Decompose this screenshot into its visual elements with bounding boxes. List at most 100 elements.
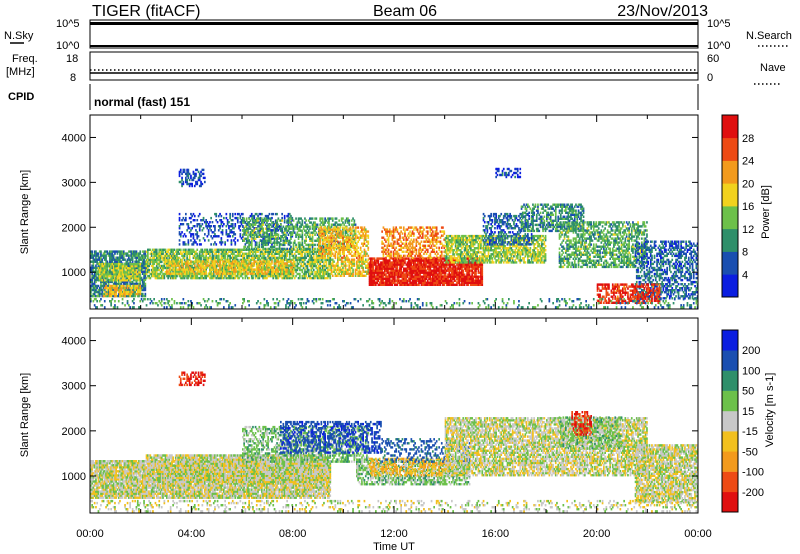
- power-cell: [223, 217, 225, 219]
- power-cell: [105, 257, 107, 259]
- power-cell: [294, 240, 296, 242]
- power-cell: [208, 260, 210, 262]
- power-cell: [352, 269, 354, 271]
- power-cell: [261, 213, 263, 215]
- power-cell: [194, 260, 196, 262]
- power-cell: [229, 235, 231, 237]
- power-cell: [232, 219, 234, 221]
- power-cell: [332, 275, 334, 277]
- power-cell: [284, 215, 286, 217]
- power-cell: [303, 265, 305, 267]
- power-cell: [137, 295, 139, 297]
- power-cell: [210, 243, 212, 245]
- power-cell: [357, 247, 359, 249]
- power-cell: [314, 244, 316, 246]
- power-cell: [147, 255, 149, 257]
- power-cell: [286, 255, 288, 257]
- power-cell: [145, 283, 147, 285]
- freq-unit-label: [MHz]: [6, 66, 35, 78]
- power-cell: [145, 285, 147, 287]
- power-cell: [355, 224, 357, 226]
- power-cell: [346, 226, 348, 228]
- power-cell: [252, 275, 254, 277]
- power-cell: [338, 219, 340, 221]
- power-cell: [362, 267, 364, 269]
- power-cell: [295, 275, 297, 277]
- nsky-strip: 10^5 10^0 10^5 10^0 N.Sky N.Search: [4, 18, 792, 52]
- power-cell: [190, 260, 192, 262]
- power-cell: [269, 213, 271, 215]
- nsearch-label: N.Search: [746, 30, 792, 42]
- power-cell: [185, 217, 187, 219]
- power-cell: [179, 219, 181, 221]
- power-cell: [209, 221, 211, 223]
- power-cell: [194, 219, 196, 221]
- cpid-strip: CPID normal (fast) 151: [8, 84, 698, 110]
- power-cell: [237, 239, 239, 241]
- power-cell: [336, 217, 338, 219]
- power-cell: [302, 234, 304, 236]
- power-cell: [139, 285, 141, 287]
- power-cell: [332, 217, 334, 219]
- power-cell: [280, 224, 282, 226]
- power-cell: [288, 270, 290, 272]
- power-cell: [314, 248, 316, 250]
- power-cell: [331, 255, 333, 257]
- power-cell: [221, 268, 223, 270]
- power-cell: [352, 235, 354, 237]
- power-cell: [224, 255, 226, 257]
- power-cell: [179, 213, 181, 215]
- power-cell: [248, 240, 250, 242]
- power-cell: [361, 251, 363, 253]
- power-cell: [336, 221, 338, 223]
- power-cell: [312, 217, 314, 219]
- power-cell: [145, 295, 147, 297]
- power-cell: [196, 219, 198, 221]
- power-cell: [215, 213, 217, 215]
- power-cell: [281, 219, 283, 221]
- power-cell: [262, 228, 264, 230]
- power-cell: [354, 219, 356, 221]
- power-cell: [342, 232, 344, 234]
- power-cell: [265, 268, 267, 270]
- power-cell: [285, 226, 287, 228]
- cpid-label: CPID: [8, 91, 34, 103]
- power-cell: [203, 227, 205, 229]
- power-cell: [270, 217, 272, 219]
- power-cell: [139, 250, 141, 252]
- power-cell: [276, 244, 278, 246]
- power-cell: [190, 221, 192, 223]
- power-cell: [243, 255, 245, 257]
- power-cell: [351, 251, 353, 253]
- nsky-tick-bottom: 10^0: [56, 40, 80, 52]
- power-cell: [317, 224, 319, 226]
- power-cell: [139, 263, 141, 265]
- power-cell: [362, 245, 364, 247]
- power-cell: [310, 221, 312, 223]
- power-cell: [271, 226, 273, 228]
- power-cell: [360, 247, 362, 249]
- power-cell: [284, 244, 286, 246]
- power-cell: [128, 271, 130, 273]
- power-cell: [142, 293, 144, 295]
- power-cell: [313, 255, 315, 257]
- power-cell: [246, 260, 248, 262]
- power-cell: [290, 221, 292, 223]
- nsearch-tick-top: 10^5: [707, 18, 731, 30]
- power-cell: [328, 224, 330, 226]
- power-cell: [214, 229, 216, 231]
- power-cell: [203, 217, 205, 219]
- power-cell: [365, 255, 367, 257]
- power-cell: [129, 295, 131, 297]
- power-cell: [299, 273, 301, 275]
- power-cell: [256, 242, 258, 244]
- power-cell: [172, 268, 174, 270]
- freq-tick-top: 18: [66, 53, 78, 65]
- power-cell: [295, 217, 297, 219]
- rti-plot: TIGER (fitACF) Beam 06 23/Nov/2013 10^5 …: [0, 0, 800, 554]
- power-cell: [261, 268, 263, 270]
- power-cell: [367, 235, 369, 237]
- power-cell: [276, 213, 278, 215]
- power-cell: [247, 272, 249, 274]
- power-cell: [179, 260, 181, 262]
